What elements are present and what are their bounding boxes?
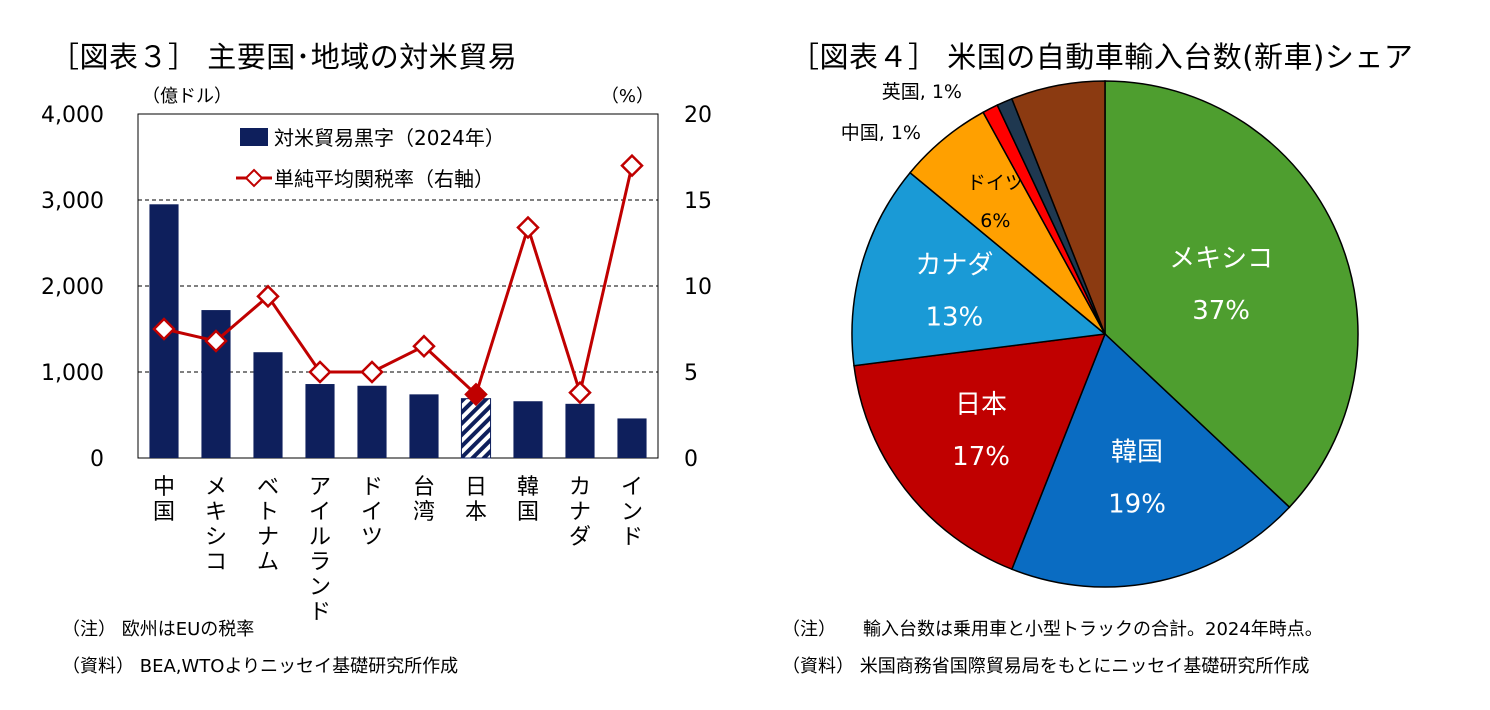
line-point <box>568 380 592 405</box>
pie-label: メキシコ <box>1169 244 1273 274</box>
pie-value-label: 17% <box>952 442 1010 472</box>
bar <box>305 384 335 458</box>
bar <box>409 394 439 458</box>
line-point <box>464 382 488 407</box>
pie-slice <box>982 104 1106 335</box>
y-right-tick-label: 0 <box>684 447 698 472</box>
x-tick-label: ベトナム <box>257 475 279 575</box>
line-point <box>620 153 644 178</box>
line-point <box>308 360 332 384</box>
line-point <box>412 334 436 358</box>
bar <box>565 403 595 458</box>
pie-value-label: 6% <box>980 210 1010 232</box>
legend-line-label: 単純平均関税率（右軸） <box>274 167 494 191</box>
bar-chart-title: ［図表３］ 主要国･地域の対米貿易 <box>50 40 518 74</box>
bar <box>253 352 283 458</box>
y-right-tick-label: 10 <box>684 275 712 300</box>
pie-outside-label: 英国, 1% <box>882 81 962 103</box>
y-right-tick-label: 5 <box>684 361 698 386</box>
y-left-unit: （億ドル） <box>142 86 232 107</box>
x-tick-label: 日本 <box>465 475 487 525</box>
legend-bar-label: 対米貿易黒字（2024年） <box>274 126 505 150</box>
y-right-tick-label: 20 <box>684 103 712 128</box>
bar <box>460 398 492 459</box>
y-left-tick-label: 3,000 <box>41 189 104 214</box>
x-tick-label: 韓国 <box>517 475 539 525</box>
pie-slice <box>909 111 1106 335</box>
pie-label: カナダ <box>915 250 993 280</box>
y-right-unit: （%） <box>601 86 654 107</box>
y-left-tick-label: 4,000 <box>41 103 104 128</box>
pie-value-label: 19% <box>1108 489 1166 519</box>
y-right-tick-label: 15 <box>684 189 712 214</box>
x-tick-label: メキシコ <box>205 475 227 575</box>
y-left-tick-label: 2,000 <box>41 275 104 300</box>
y-left-tick-label: 0 <box>90 447 104 472</box>
pie-slice <box>853 333 1107 571</box>
pie-slice <box>1010 332 1291 588</box>
pie-slice <box>851 171 1107 367</box>
pie-value-label: 13% <box>925 302 983 332</box>
x-tick-label: インド <box>621 475 643 550</box>
pie-slice <box>1010 80 1106 335</box>
pie-chart-title: ［図表４］ 米国の自動車輸入台数(新車)シェア <box>790 40 1414 74</box>
tariff-line <box>163 165 634 399</box>
x-tick-label: カナダ <box>569 475 591 550</box>
legend-bar-swatch <box>240 128 268 146</box>
pie-outside-label: 中国, 1% <box>841 122 921 144</box>
bar-line-chart: 0 1,000 2,000 3,000 4,000 0 5 10 15 20 （億ドル） （%） 中国メ… <box>41 86 712 625</box>
pie-chart-note: （注） 輸入台数は乗用車と小型トラックの合計。2024年時点。 <box>782 619 1323 640</box>
pie-slice <box>1104 80 1359 509</box>
line-point <box>360 360 384 384</box>
line-point <box>152 317 176 341</box>
pie-chart-source: （資料） 米国商務省国際貿易局をもとにニッセイ基礎研究所作成 <box>782 656 1310 677</box>
bar <box>513 401 543 458</box>
pie-slice <box>996 97 1106 335</box>
x-tick-label: ドイツ <box>361 475 383 550</box>
y-left-tick-label: 1,000 <box>41 361 104 386</box>
bar-chart-note: （注） 欧州はEUの税率 <box>62 619 255 640</box>
bar-chart-source: （資料） BEA,WTOよりニッセイ基礎研究所作成 <box>62 656 459 677</box>
x-tick-label: 中国 <box>153 475 175 525</box>
plot-frame <box>137 113 659 459</box>
line-point <box>204 329 228 353</box>
x-tick-label: 台湾 <box>413 475 435 525</box>
pie-label: 日本 <box>955 390 1007 420</box>
bar <box>357 385 387 458</box>
legend-line-marker <box>244 168 264 188</box>
x-tick-label: アイルランド <box>309 475 331 625</box>
line-point <box>256 284 280 309</box>
pie-value-label: 37% <box>1192 296 1250 326</box>
line-point <box>516 215 540 240</box>
pie-label: ドイツ <box>967 172 1024 194</box>
bar <box>617 418 647 458</box>
pie-label: 韓国 <box>1111 437 1163 467</box>
